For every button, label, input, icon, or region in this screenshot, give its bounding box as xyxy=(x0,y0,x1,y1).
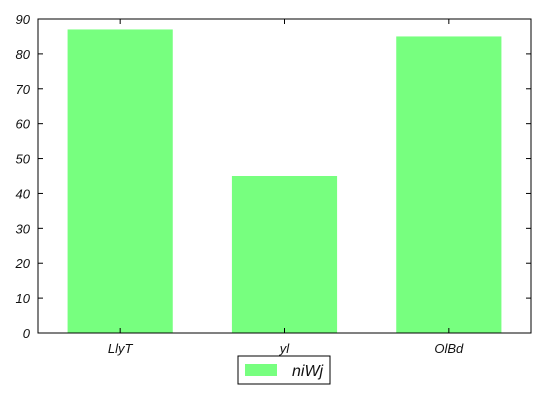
legend-swatch xyxy=(245,364,277,376)
y-tick-label: 20 xyxy=(15,256,31,271)
y-axis: 0 10 20 30 40 50 60 70 80 90 xyxy=(15,12,531,341)
bars-group xyxy=(67,29,502,333)
y-tick-label: 90 xyxy=(16,12,31,27)
bar-yl xyxy=(231,176,338,333)
y-tick-label: 30 xyxy=(16,221,31,236)
y-tick-label: 70 xyxy=(16,82,31,97)
x-tick-label: OlBd xyxy=(434,341,464,356)
y-tick-label: 50 xyxy=(16,152,31,167)
bar-LlyT xyxy=(67,29,173,333)
y-tick-label: 60 xyxy=(16,117,31,132)
x-tick-label: yl xyxy=(279,341,291,356)
y-tick-label: 0 xyxy=(23,326,31,341)
legend-label: niWj xyxy=(292,363,324,380)
legend: niWj xyxy=(237,355,331,385)
x-axis: LlyT yl OlBd xyxy=(108,19,464,356)
bar-OlBd xyxy=(396,36,502,333)
x-tick-label: LlyT xyxy=(108,341,134,356)
y-tick-label: 80 xyxy=(16,47,31,62)
y-tick-label: 40 xyxy=(16,186,31,201)
y-tick-label: 10 xyxy=(16,291,31,306)
